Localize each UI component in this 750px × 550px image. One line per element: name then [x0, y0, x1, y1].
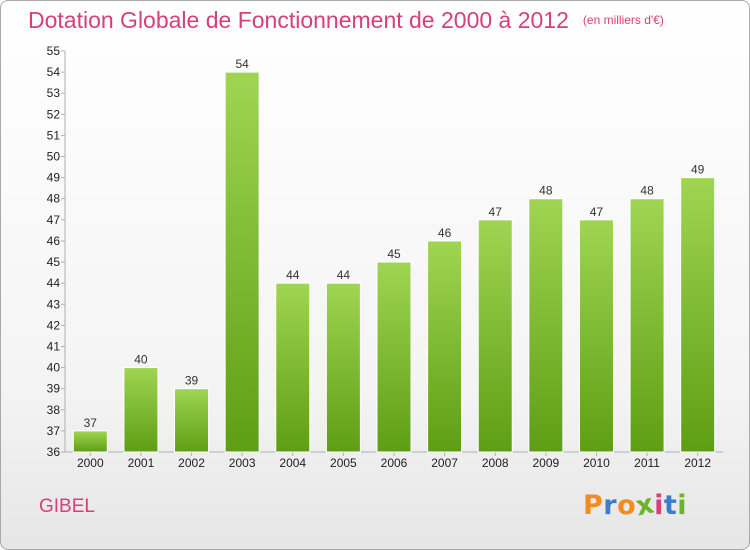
x-tick-label: 2008 [482, 456, 509, 470]
y-tick-label: 43 [47, 297, 61, 311]
chart-title: Dotation Globale de Fonctionnement de 20… [28, 7, 664, 34]
data-label: 37 [84, 416, 98, 430]
bar [174, 388, 210, 453]
data-label: 44 [337, 268, 351, 282]
chart-axes: 36 37 38 39 40 41 42 43 44 45 46 47 48 49 50 51 52 53 54 55… [47, 44, 723, 470]
y-tick-label: 39 [47, 382, 61, 396]
y-tick-label: 36 [47, 445, 61, 459]
logo-letter: i [677, 490, 688, 521]
data-label: 49 [691, 163, 705, 177]
bar [275, 282, 311, 453]
x-tick-label: 2002 [178, 456, 205, 470]
y-tick-label: 47 [47, 213, 61, 227]
bar [629, 198, 665, 453]
y-tick-label: 41 [47, 339, 61, 353]
chart-title-text: Dotation Globale de Fonctionnement de 20… [28, 7, 569, 33]
y-tick-label: 52 [47, 107, 61, 121]
data-label: 48 [640, 184, 654, 198]
data-label: 54 [235, 57, 249, 71]
chart-labels: 37 40 39 54 44 44 45 46 47 48 47 48 49 [84, 57, 705, 430]
data-label: 47 [489, 205, 503, 219]
data-label: 48 [539, 184, 553, 198]
y-tick-label: 49 [47, 171, 61, 185]
y-tick-label: 42 [47, 318, 61, 332]
bar [427, 240, 463, 453]
data-label: 40 [134, 353, 148, 367]
logo-letter: t [663, 490, 678, 521]
data-label: 47 [590, 205, 604, 219]
x-tick-label: 2012 [684, 456, 711, 470]
bar [528, 198, 564, 453]
y-tick-label: 44 [47, 276, 61, 290]
x-tick-label: 2011 [634, 456, 660, 470]
bar [123, 367, 159, 453]
y-tick-label: 46 [47, 234, 61, 248]
data-label: 46 [438, 226, 452, 240]
x-tick-label: 2000 [77, 456, 104, 470]
x-tick-label: 2006 [381, 456, 408, 470]
y-tick-label: 40 [47, 361, 61, 375]
data-label: 45 [387, 247, 401, 261]
bar [72, 430, 108, 453]
commune-name: GIBEL [39, 496, 95, 517]
proxiti-logo: Proxiti [583, 488, 688, 522]
y-tick-label: 54 [47, 65, 61, 79]
y-tick-label: 55 [47, 44, 61, 58]
x-tick-label: 2005 [330, 456, 357, 470]
y-tick-label: 53 [47, 86, 61, 100]
logo-letter: P [583, 490, 604, 521]
bar [680, 177, 716, 453]
bar [477, 219, 513, 453]
x-tick-label: 2004 [279, 456, 306, 470]
bar [376, 261, 412, 453]
y-tick-label: 48 [47, 192, 61, 206]
y-tick-label: 38 [47, 403, 61, 417]
data-label: 44 [286, 268, 300, 282]
y-tick-label: 45 [47, 255, 61, 269]
chart-bars [72, 71, 716, 453]
logo-letter: r [603, 490, 618, 521]
bar [224, 71, 260, 453]
data-label: 39 [185, 374, 199, 388]
logo-letter: o [617, 490, 637, 521]
y-tick-label: 37 [47, 424, 61, 438]
chart-subtitle: (en milliers d'€) [582, 13, 664, 27]
x-tick-label: 2009 [532, 456, 559, 470]
x-tick-label: 2003 [229, 456, 256, 470]
x-tick-label: 2001 [128, 456, 155, 470]
y-tick-label: 51 [47, 128, 61, 142]
logo-letter: i [654, 490, 664, 521]
x-tick-label: 2010 [583, 456, 610, 470]
bar [325, 282, 361, 453]
bar [578, 219, 614, 453]
x-tick-label: 2007 [431, 456, 458, 470]
y-tick-label: 50 [47, 150, 61, 164]
